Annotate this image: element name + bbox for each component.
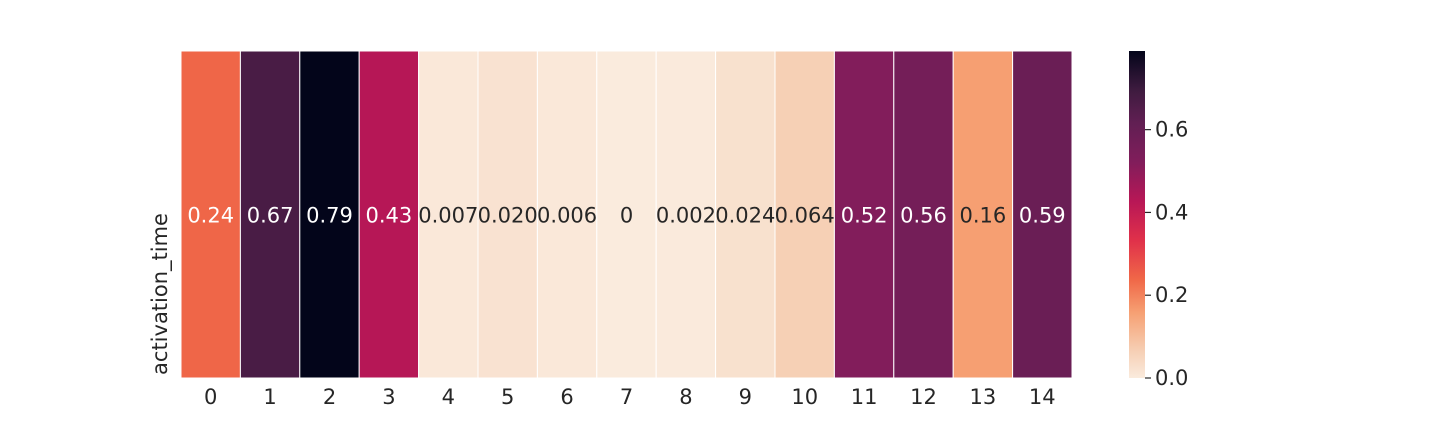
x-tick-label: 0 [204, 385, 217, 409]
cell-annotation: 0.52 [841, 204, 888, 228]
heatmap-cell [180, 50, 241, 379]
y-axis-label: activation_time [148, 213, 173, 375]
x-tick-label: 14 [1029, 385, 1056, 409]
cell-annotation: 0.24 [187, 204, 234, 228]
x-tick-label: 13 [970, 385, 997, 409]
x-tick-label: 6 [560, 385, 573, 409]
heatmap-cell [477, 50, 538, 379]
x-tick-label: 12 [910, 385, 937, 409]
cell-annotation: 0.79 [306, 204, 353, 228]
heatmap-cell [1012, 50, 1073, 379]
cell-annotation: 0.002 [656, 204, 716, 228]
heatmap-cell [239, 50, 301, 379]
heatmap-cell [833, 50, 895, 379]
cell-annotation: 0.59 [1019, 204, 1066, 228]
colorbar [1129, 51, 1145, 378]
heatmap-cell [596, 50, 657, 379]
x-tick-label: 8 [679, 385, 692, 409]
cell-annotation: 0.020 [478, 204, 538, 228]
heatmap-cell [893, 50, 954, 379]
cell-annotation: 0.007 [418, 204, 478, 228]
x-tick-label: 3 [382, 385, 395, 409]
heatmap-cell [418, 50, 479, 379]
colorbar-ticks: 0.0 0.2 0.4 0.6 [1145, 118, 1188, 390]
heatmap-cell [655, 50, 717, 379]
colorbar-tick-label: 0.4 [1155, 200, 1188, 224]
x-tick-label: 7 [620, 385, 633, 409]
heatmap-cells [180, 50, 1073, 379]
cell-annotation: 0.56 [900, 204, 947, 228]
colorbar-tick-label: 0.6 [1155, 118, 1188, 142]
cell-annotation: 0.16 [960, 204, 1007, 228]
x-tick-label: 9 [739, 385, 752, 409]
heatmap-cell [715, 50, 776, 379]
cell-annotation: 0.67 [247, 204, 294, 228]
cell-annotation: 0.43 [366, 204, 413, 228]
colorbar-tick-label: 0.2 [1155, 283, 1188, 307]
x-tick-label: 1 [263, 385, 276, 409]
heatmap-cell [952, 50, 1014, 379]
cell-annotation: 0.006 [537, 204, 597, 228]
cell-annotation: 0.064 [775, 204, 835, 228]
x-tick-label: 10 [791, 385, 818, 409]
colorbar-tick-label: 0.0 [1155, 366, 1188, 390]
heatmap-cell [299, 50, 360, 379]
x-tick-label: 2 [323, 385, 336, 409]
cell-annotation: 0 [620, 204, 633, 228]
cell-annotation: 0.024 [715, 204, 775, 228]
x-tick-label: 11 [851, 385, 878, 409]
x-tick-label: 5 [501, 385, 514, 409]
heatmap-cell [358, 50, 420, 379]
x-tick-label: 4 [442, 385, 455, 409]
heatmap-cell [536, 50, 598, 379]
cell-annotations: 0.24 0.67 0.79 0.43 0.007 0.020 0.006 0 0.002 0.0… [187, 204, 1065, 228]
x-axis-ticks: 0 1 2 3 4 5 6 7 8 9 10 11 12 13 14 [204, 385, 1056, 409]
